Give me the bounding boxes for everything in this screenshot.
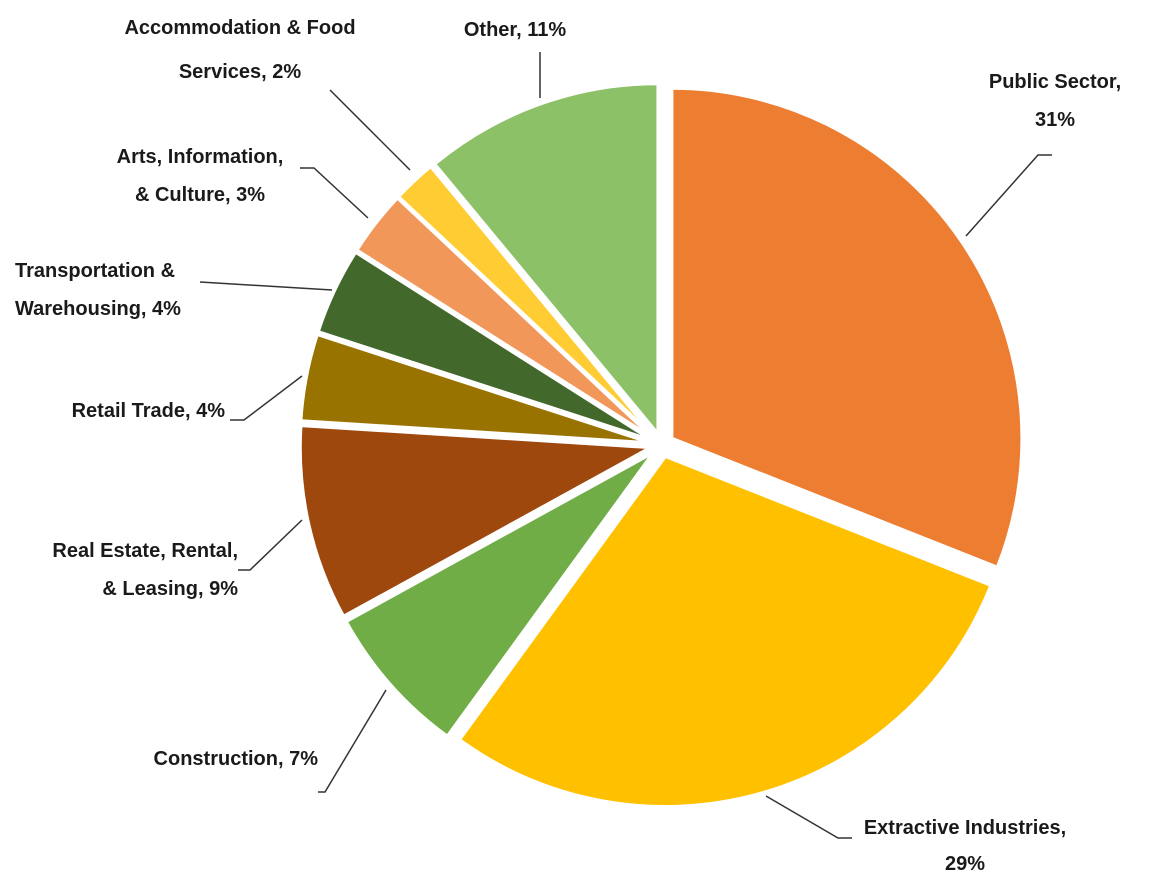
data-label-7-line-0: Accommodation & Food bbox=[124, 17, 355, 39]
data-label-1-line-1: 29% bbox=[945, 853, 985, 875]
data-label-0-line-0: Public Sector, bbox=[989, 71, 1121, 93]
pie-slice-8 bbox=[432, 82, 660, 438]
pie-slice-1 bbox=[457, 454, 993, 809]
data-labels: Public Sector, 31% Extractive Industries, 2… bbox=[15, 17, 1121, 875]
data-label-0-line-1: 31% bbox=[1035, 109, 1075, 131]
leader-line-3 bbox=[238, 519, 303, 571]
leader-line-7 bbox=[329, 89, 411, 171]
pie-slice-6 bbox=[354, 195, 654, 439]
data-label-6-line-1: & Culture, 3% bbox=[135, 184, 265, 206]
leader-lines bbox=[199, 52, 1052, 839]
leader-line-0 bbox=[965, 154, 1052, 237]
data-label-5-line-1: Warehousing, 4% bbox=[15, 298, 181, 320]
data-label-1-line-0: Extractive Industries, bbox=[864, 817, 1066, 839]
leader-line-2 bbox=[318, 689, 387, 793]
leader-line-4 bbox=[230, 375, 303, 421]
data-label-7-line-1: Services, 2% bbox=[179, 61, 302, 83]
data-label-2-line-0: Construction, 7% bbox=[154, 748, 319, 770]
data-label-5-line-0: Transportation & bbox=[15, 260, 175, 282]
leader-line-5 bbox=[199, 281, 333, 291]
data-label-8-line-0: Other, 11% bbox=[464, 19, 566, 41]
pie-slices bbox=[298, 82, 1024, 809]
pie-slice-7 bbox=[396, 164, 655, 438]
data-label-3-line-1: & Leasing, 9% bbox=[102, 578, 238, 600]
pie-slice-5 bbox=[316, 250, 652, 442]
leader-line-6 bbox=[300, 167, 369, 219]
data-label-3-line-0: Real Estate, Rental, bbox=[52, 540, 238, 562]
leader-line-1 bbox=[765, 795, 852, 839]
data-label-6-line-0: Arts, Information, bbox=[117, 146, 284, 168]
pie-slice-0 bbox=[670, 86, 1024, 570]
data-label-4-line-0: Retail Trade, 4% bbox=[72, 400, 226, 422]
pie-slice-3 bbox=[298, 424, 656, 619]
pie-slice-4 bbox=[299, 332, 651, 445]
pie-slice-2 bbox=[344, 451, 655, 739]
